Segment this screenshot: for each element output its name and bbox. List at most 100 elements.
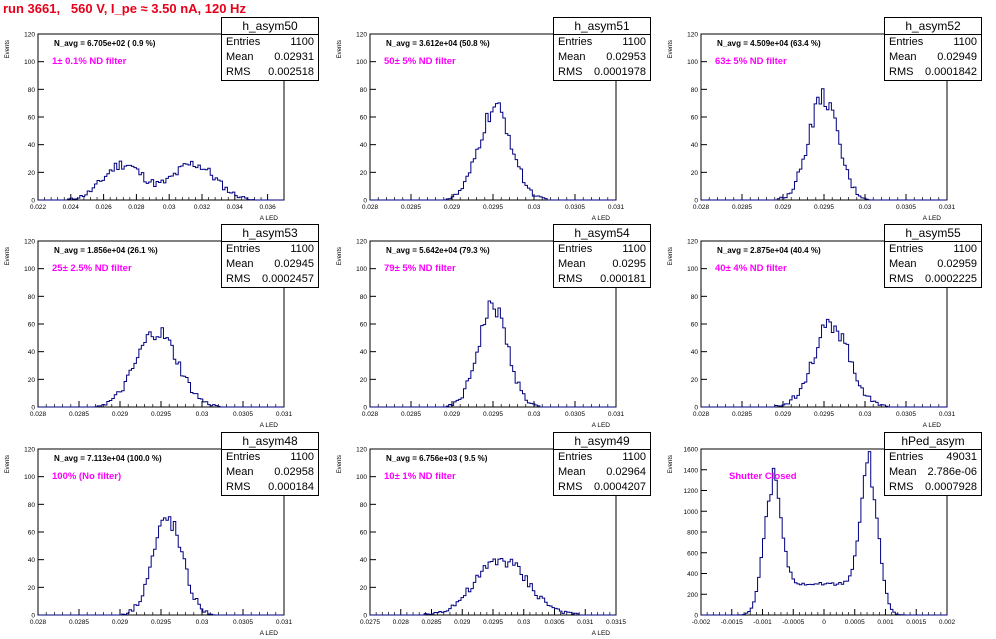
x-tick-label: 0.0295 — [814, 411, 834, 418]
stats-label: RMS — [889, 273, 914, 285]
navg-label: N_avg = 2.875e+04 (40.4 %) — [717, 246, 821, 255]
x-tick-label: -0.0015 — [721, 619, 743, 626]
stats-row-entries: Entries 1100 — [885, 242, 981, 257]
y-tick-label: 100 — [356, 266, 367, 273]
x-tick-label: -0.002 — [692, 619, 711, 626]
x-tick-label: 0.0295 — [151, 411, 171, 418]
stats-label: RMS — [226, 66, 251, 78]
y-tick-label: 20 — [28, 377, 36, 384]
x-tick-label: 0.0285 — [401, 411, 421, 418]
stats-label: Entries — [226, 243, 261, 255]
filter-label: 25± 2.5% ND filter — [52, 263, 132, 274]
stats-value: 1100 — [290, 243, 314, 255]
navg-label: N_avg = 3.612e+04 (50.8 %) — [386, 39, 490, 48]
stats-box: h_asym51 Entries 1100 Mean 0.02953 RMS 0.00019… — [553, 17, 651, 81]
x-axis-label: A LED — [260, 422, 279, 429]
stats-value: 1100 — [622, 451, 646, 463]
x-tick-label: 0.028 — [128, 204, 145, 211]
histogram-panel-h_asym52: 0 20 40 60 80 100 120 Events 0.028 0.0285 0.029 0.0… — [663, 17, 993, 224]
x-tick-label: 0.0305 — [565, 204, 585, 211]
y-tick-label: 0 — [363, 405, 367, 412]
y-tick-label: 100 — [24, 474, 35, 481]
histogram-line — [370, 300, 616, 408]
histogram-panel-h_asym48: 0 20 40 60 80 100 120 Events 0.028 0.0285 0.029 0.0… — [0, 432, 330, 639]
stats-row-mean: Mean 0.02958 — [222, 465, 318, 480]
y-tick-label: 800 — [687, 530, 698, 537]
x-tick-label: 0.031 — [939, 411, 956, 418]
stats-label: RMS — [889, 66, 914, 78]
x-axis-label: A LED — [592, 215, 611, 222]
y-tick-label: 0 — [31, 405, 35, 412]
x-tick-label: 0.0305 — [565, 411, 585, 418]
stats-box: h_asym52 Entries 1100 Mean 0.02949 RMS 0.00018… — [884, 17, 982, 81]
x-tick-label: 0.03 — [859, 411, 872, 418]
histogram-svg: 0 20 40 60 80 100 120 Events 0.028 0.0285 0.029 0.0… — [5, 239, 293, 430]
x-tick-label: 0.0015 — [906, 619, 926, 626]
navg-label: N_avg = 4.509e+04 (63.4 %) — [717, 39, 821, 48]
stats-value: 0.02945 — [274, 258, 314, 270]
stats-box: h_asym48 Entries 1100 Mean 0.02958 RMS 0.00018… — [221, 432, 319, 496]
x-axis-label: A LED — [260, 215, 279, 222]
stats-label: Entries — [889, 36, 924, 48]
histogram-name: h_asym49 — [554, 433, 650, 450]
histogram-name: h_asym53 — [222, 225, 318, 242]
stats-label: Mean — [558, 258, 586, 270]
y-tick-label: 0 — [363, 198, 367, 205]
y-tick-label: 40 — [360, 557, 368, 564]
stats-row-rms: RMS 0.0002225 — [885, 272, 981, 287]
navg-label: N_avg = 1.856e+04 (26.1 %) — [54, 246, 158, 255]
y-tick-label: 20 — [360, 585, 368, 592]
x-tick-label: 0.002 — [939, 619, 956, 626]
stats-label: Entries — [226, 36, 261, 48]
stats-row-mean: Mean 2.786e-06 — [885, 465, 981, 480]
stats-row-rms: RMS 0.0004207 — [554, 480, 650, 495]
navg-label: N_avg = 6.705e+02 ( 0.9 %) — [54, 39, 156, 48]
stats-value: 0.0295 — [612, 258, 646, 270]
y-tick-label: 80 — [28, 87, 36, 94]
y-tick-label: 80 — [691, 294, 699, 301]
x-tick-label: 0.03 — [196, 411, 209, 418]
x-tick-label: 0.0295 — [151, 619, 171, 626]
x-tick-label: 0.031 — [608, 204, 625, 211]
y-tick-label: 120 — [24, 447, 35, 454]
stats-value: 0.000181 — [600, 273, 646, 285]
x-tick-label: 0.028 — [693, 204, 710, 211]
navg-label: N_avg = 7.113e+04 (100.0 %) — [54, 454, 162, 463]
stats-box: h_asym55 Entries 1100 Mean 0.02959 RMS 0.00022… — [884, 224, 982, 288]
y-tick-label: 20 — [360, 377, 368, 384]
filter-label: 10± 1% ND filter — [384, 471, 456, 482]
y-tick-label: 100 — [356, 59, 367, 66]
stats-value: 0.0001978 — [594, 66, 646, 78]
stats-row-mean: Mean 0.02949 — [885, 50, 981, 65]
x-tick-label: 0 — [822, 619, 826, 626]
x-tick-label: 0.0305 — [896, 411, 916, 418]
x-tick-label: 0.029 — [775, 204, 792, 211]
stats-label: Entries — [889, 243, 924, 255]
filter-label: 50± 5% ND filter — [384, 56, 456, 67]
stats-row-mean: Mean 0.02964 — [554, 465, 650, 480]
stats-label: Mean — [226, 258, 254, 270]
y-tick-label: 120 — [356, 32, 367, 39]
stats-label: Entries — [558, 36, 593, 48]
filter-label: 100% (No filter) — [52, 471, 122, 482]
y-tick-label: 0 — [694, 198, 698, 205]
y-tick-label: 100 — [356, 474, 367, 481]
stats-label: RMS — [226, 273, 251, 285]
histogram-line — [701, 88, 947, 201]
histogram-svg: 0 20 40 60 80 100 120 Events 0.028 0.0285 0.029 0.0… — [337, 239, 625, 430]
stats-row-entries: Entries 1100 — [885, 35, 981, 50]
y-axis-label: Events — [337, 247, 343, 265]
stats-row-mean: Mean 0.02959 — [885, 257, 981, 272]
histogram-line — [701, 318, 947, 408]
stats-row-mean: Mean 0.0295 — [554, 257, 650, 272]
y-tick-label: 40 — [28, 349, 36, 356]
stats-row-entries: Entries 1100 — [554, 242, 650, 257]
stats-box: h_asym54 Entries 1100 Mean 0.0295 RMS 0.000181 — [553, 224, 651, 288]
x-tick-label: 0.028 — [30, 411, 47, 418]
stats-value: 0.02959 — [937, 258, 977, 270]
stats-box: h_asym50 Entries 1100 Mean 0.02931 RMS 0.00251… — [221, 17, 319, 81]
y-tick-label: 20 — [28, 585, 36, 592]
stats-value: 49031 — [946, 451, 977, 463]
stats-row-rms: RMS 0.002518 — [222, 65, 318, 80]
y-tick-label: 600 — [687, 550, 698, 557]
